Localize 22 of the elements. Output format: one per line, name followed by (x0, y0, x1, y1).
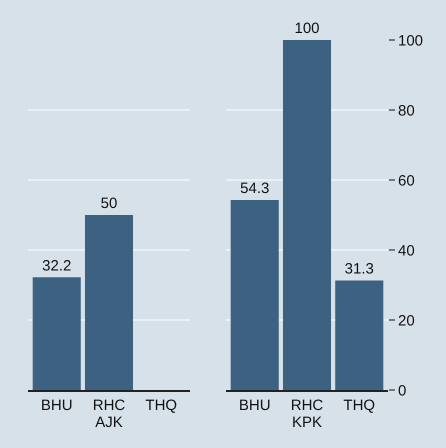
bar (335, 280, 384, 390)
y-tick-label: 40 (398, 242, 415, 260)
data-label: 31.3 (344, 260, 374, 278)
y-tick-label: 80 (398, 102, 415, 120)
x-tick-label: RHC (290, 396, 324, 414)
data-label: 50 (100, 195, 118, 212)
x-tick-label: BHU (40, 396, 73, 414)
y-tick-label: 20 (398, 312, 415, 330)
y-tick-label: 60 (398, 172, 415, 190)
x-axis-title: KPK (292, 414, 322, 431)
x-tick-label: THQ (343, 396, 376, 414)
bar (230, 200, 279, 390)
data-label: 100 (294, 20, 320, 37)
data-label: 54.3 (240, 180, 270, 197)
x-tick-label: RHC (92, 396, 126, 414)
bar (282, 40, 332, 390)
y-tick-label: 100 (398, 32, 424, 50)
data-label: 32.2 (42, 257, 72, 274)
x-tick-label: BHU (238, 396, 271, 414)
x-tick-label: THQ (145, 396, 178, 414)
y-tick-label: 0 (398, 382, 406, 400)
x-axis-title: AJK (95, 414, 123, 431)
